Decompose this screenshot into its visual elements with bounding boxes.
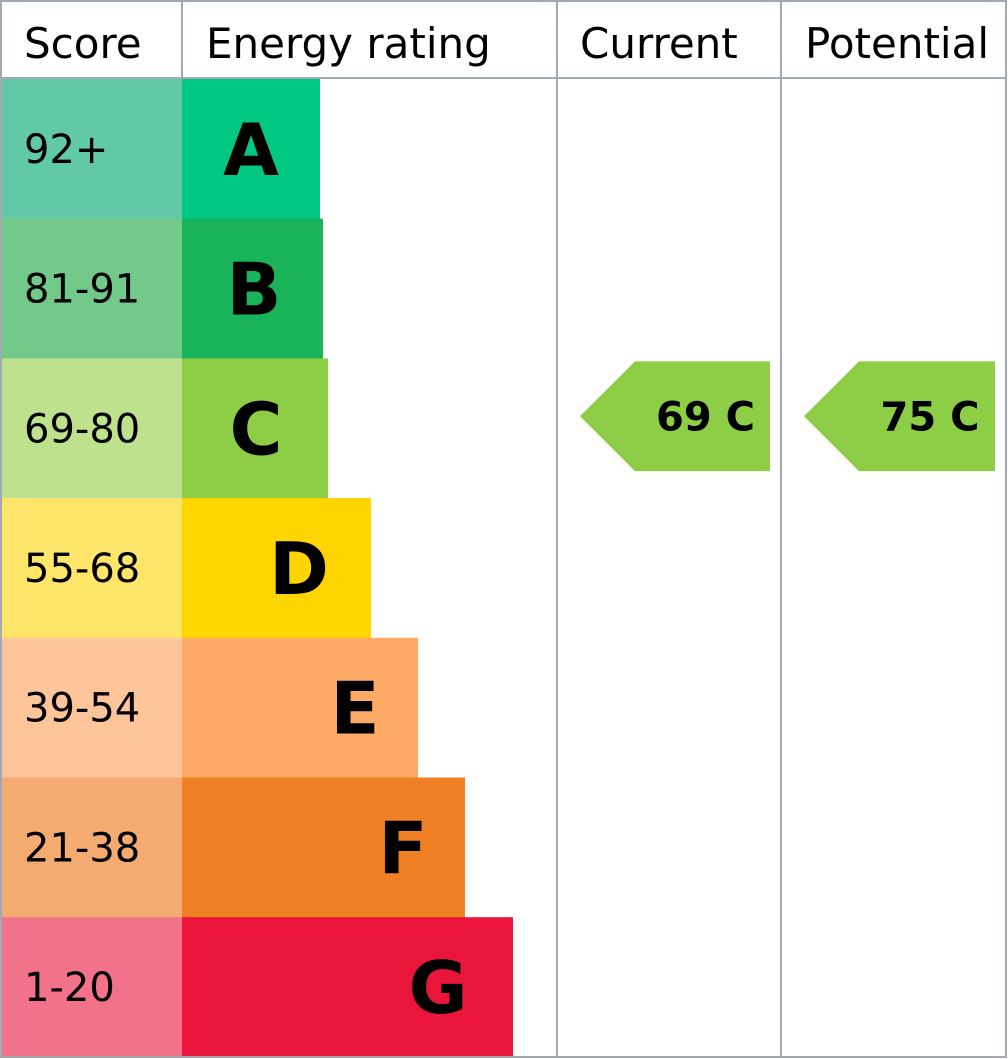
rating-bar-g <box>182 917 513 1058</box>
band-f: 21-38 F <box>2 777 465 918</box>
rating-pointers: 69 C 75 C <box>580 361 995 472</box>
rating-letter-c: C <box>230 387 283 471</box>
rating-bar-e <box>182 637 418 778</box>
score-cell-d <box>2 498 182 639</box>
rating-bar-d <box>182 498 371 639</box>
band-d: 55-68 D <box>2 498 371 639</box>
rating-letter-f: F <box>378 806 427 890</box>
rating-letter-d: D <box>269 527 329 611</box>
header-current: Current <box>580 19 738 68</box>
score-range-d: 55-68 <box>24 546 140 592</box>
potential-rating-arrow <box>804 361 995 472</box>
rating-bar-f <box>182 777 465 918</box>
current-rating-label: 69 C <box>656 394 755 440</box>
score-range-f: 21-38 <box>24 825 140 871</box>
score-cell-b <box>2 218 182 359</box>
score-range-e: 39-54 <box>24 686 140 732</box>
score-cell-g <box>2 917 182 1058</box>
potential-rating-label: 75 C <box>881 394 980 440</box>
current-rating-arrow <box>580 361 770 472</box>
score-cell-e <box>2 637 182 778</box>
score-cell-f <box>2 777 182 918</box>
rating-letter-g: G <box>408 946 467 1030</box>
header-potential: Potential <box>805 19 989 68</box>
rating-letter-e: E <box>330 667 379 751</box>
rating-letter-a: A <box>223 108 279 192</box>
score-range-g: 1-20 <box>24 965 115 1011</box>
rating-bands: 92+ A 81-91 B 69-80 C 55-68 D 39-54 E 21-38 F 1-20 G <box>2 79 513 1058</box>
band-g: 1-20 G <box>2 917 513 1058</box>
band-a: 92+ A <box>2 79 320 220</box>
score-range-b: 81-91 <box>24 267 140 313</box>
band-e: 39-54 E <box>2 637 418 778</box>
header-energy-rating: Energy rating <box>206 19 491 68</box>
score-cell-a <box>2 79 182 220</box>
rating-bar-a <box>182 79 320 220</box>
band-b: 81-91 B <box>2 218 323 359</box>
potential-rating: 75 C <box>804 361 995 472</box>
rating-bar-b <box>182 218 323 359</box>
rating-letter-b: B <box>227 248 282 332</box>
score-range-a: 92+ <box>24 127 108 173</box>
band-c: 69-80 C <box>2 358 328 499</box>
score-cell-c <box>2 358 182 499</box>
rating-bar-c <box>182 358 328 499</box>
current-rating: 69 C <box>580 361 770 472</box>
score-range-c: 69-80 <box>24 406 140 452</box>
header-score: Score <box>24 19 142 68</box>
